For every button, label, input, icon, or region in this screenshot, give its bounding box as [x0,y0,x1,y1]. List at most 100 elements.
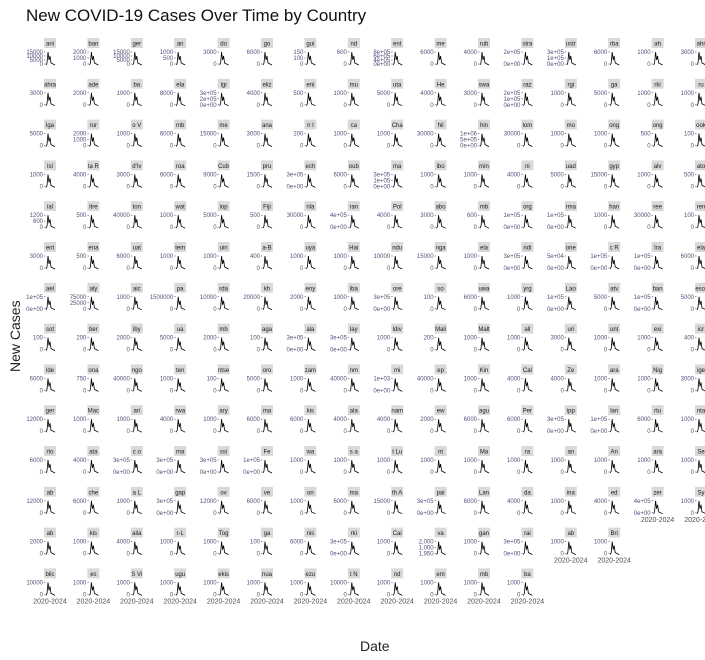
y-tick-label: 0 [604,184,608,190]
series-line [566,255,576,270]
y-tick-label: 0 [213,184,217,190]
series-line [349,378,359,392]
facet-strip-label: blic [45,572,54,578]
series-line [306,255,316,270]
facet-strip-label: exi [654,327,662,333]
facet-strip [478,242,490,252]
series-line [479,174,490,188]
y-tick-label: 1500 [247,172,261,178]
series-line [523,51,533,66]
y-tick-label: 1e+05 [373,178,391,184]
y-tick-label: 0 [691,144,695,150]
facet-strip [217,486,230,497]
facet-strip-label: ca [351,123,358,129]
y-tick-label: 0 [83,348,87,354]
y-tick-label: 1e+05 [547,56,565,62]
y-tick-label: 1000 [550,499,564,505]
facet-strip [608,323,621,334]
series-line [45,92,56,107]
y-tick-label: 0 [387,348,391,354]
series-line [132,582,142,596]
y-tick-label: 1000 [507,458,521,464]
y-tick-label: 600 [33,219,44,225]
y-tick-label: 0 [560,552,564,558]
facet-strip-label: tem [175,246,185,252]
facet-strip-label: che [89,490,99,496]
facet-strip [434,486,447,497]
facet-panel-111: esot5000 0 [681,282,705,313]
x-tick-label: 2020-2024 [33,598,67,605]
facet-strip [174,160,187,171]
series-line [392,133,403,147]
y-tick-label: 0 [387,470,391,476]
y-tick-label: 4000 [73,172,87,178]
y-tick-label: 0e+00 [373,388,391,394]
y-tick-label: 2000 [290,295,304,301]
facet-strip [608,119,621,130]
y-tick-label: 0 [387,592,391,598]
facet-strip [44,486,56,497]
y-tick-label: 0 [343,266,347,272]
facet-strip [347,527,360,538]
y-tick-label: 25000 [70,301,87,307]
facet-strip-label: Kin [480,368,489,374]
facet-strip [130,323,143,334]
y-tick-label: 1000 [507,336,521,342]
facet-strip-label: raz [523,82,531,88]
facet-strip-label: ma [350,490,359,496]
facet-strip-label: sot [46,327,54,333]
facet-strip-label: ab [567,531,574,537]
facet-strip [174,242,187,252]
y-tick-label: 4000 [247,91,261,97]
series-line [479,459,490,474]
facet-strip [174,323,187,334]
y-tick-label: 6000 [637,417,651,423]
facet-strip [695,486,705,497]
facet-strip [130,364,143,375]
facet-strip-label: wa [306,450,315,456]
facet-strip-label: lde [46,368,55,374]
facet-strip-label: He [437,82,445,88]
series-line [89,419,99,433]
facet-strip [564,323,577,334]
series-line [479,419,490,433]
y-tick-label: 0 [517,184,521,190]
facet-strip [695,242,705,252]
facet-strip [304,568,317,579]
y-tick-label: 1000 [464,376,478,382]
y-tick-label: 1000 [203,540,217,546]
x-tick-label: 2020-2024 [163,598,197,605]
series-line [523,215,533,229]
series-line [89,378,99,392]
series-line [696,500,705,514]
series-line [392,541,403,555]
facet-strip [174,527,187,538]
facet-strip-label: ong [653,123,663,129]
series-line [479,92,490,107]
series-line [175,215,186,229]
facet-strip [521,568,534,579]
y-tick-label: 0e+00 [460,144,478,150]
series-line [132,133,142,147]
y-tick-label: 0 [474,552,478,558]
series-line [653,378,663,392]
facet-strip [87,364,100,375]
y-tick-label: 0 [170,62,174,68]
facet-strip [391,119,404,130]
